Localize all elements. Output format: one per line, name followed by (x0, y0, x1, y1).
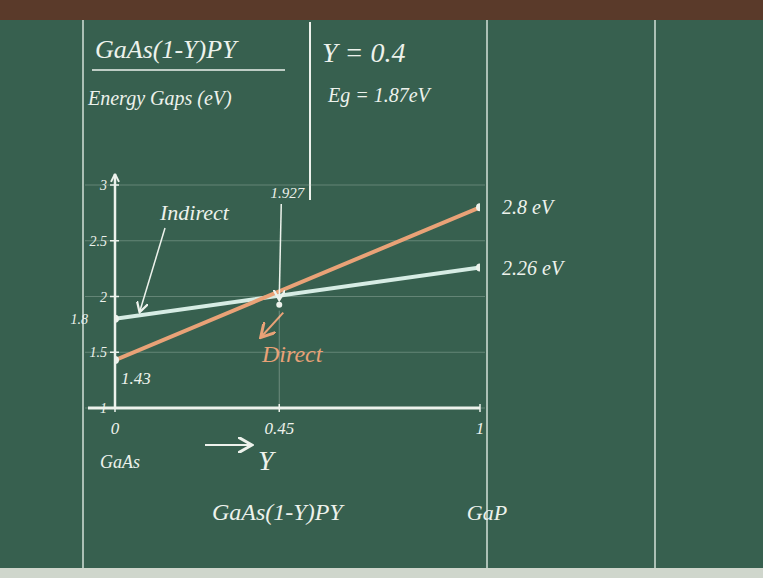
board-divider (654, 20, 656, 568)
annotation-arrow (140, 228, 165, 311)
series-name: Indirect (159, 200, 230, 225)
x-axis-title: GaAs(1-Y)PY (212, 499, 345, 525)
y-tick-label: 2.5 (90, 234, 108, 249)
crossover-point (276, 302, 282, 308)
series-line (115, 268, 480, 319)
series-point (115, 315, 119, 323)
title-underline (92, 69, 285, 71)
board (0, 0, 763, 578)
divider (309, 22, 311, 200)
x-axis (88, 407, 480, 410)
example-y: Y = 0.4 (322, 37, 405, 68)
series-name: Direct (261, 341, 324, 367)
series-group (115, 203, 480, 364)
blackboard-chart: GaAs(1-Y)PY Energy Gaps (eV) Y = 0.4 Eg = 1… (0, 0, 763, 578)
grid-line (85, 240, 485, 241)
board-divider (82, 20, 84, 568)
value-label: 1.8 (71, 312, 89, 327)
value-label: 2.26 eV (502, 257, 566, 279)
board-frame (0, 0, 763, 20)
y-axis-title: Energy Gaps (eV) (87, 87, 232, 110)
chalk-ledge (0, 568, 763, 578)
y-tick-label: 2 (100, 290, 107, 305)
series-point (476, 264, 480, 272)
y-tick (110, 352, 119, 354)
value-label: 1.43 (121, 369, 151, 388)
annotation-arrow (279, 204, 281, 299)
x-tick-label: 0.45 (264, 419, 294, 438)
board-divider (486, 20, 488, 568)
x-tick-label: 0 (111, 419, 120, 438)
y-tick (110, 296, 119, 298)
crossover-label: 1.927 (270, 185, 305, 201)
title: GaAs(1-Y)PY (95, 35, 239, 64)
value-label: 2.8 eV (502, 196, 556, 218)
crossover-guide (279, 311, 280, 408)
y-tick (110, 240, 119, 242)
series-point (115, 356, 119, 364)
y-axis-arrow (115, 174, 119, 182)
x-tick (114, 404, 116, 412)
y-tick (110, 184, 119, 186)
annotation-arrow (262, 313, 283, 336)
x-end-label: GaAs (100, 452, 140, 472)
series-line (115, 207, 480, 360)
x-tick-label: 1 (476, 419, 485, 438)
x-arrow (205, 444, 250, 446)
y-tick-label: 1.5 (90, 345, 108, 360)
y-tick-label: 3 (99, 178, 107, 193)
x-tick (479, 404, 481, 412)
example-eg: Eg = 1.87eV (327, 84, 433, 107)
grid-line (85, 408, 485, 409)
x-end-label: GaP (467, 500, 507, 525)
y-axis-arrow (111, 174, 115, 182)
y-axis (114, 174, 117, 408)
x-axis-label: Y (258, 445, 277, 476)
series-point (476, 203, 480, 211)
y-tick-label: 1 (100, 401, 107, 416)
